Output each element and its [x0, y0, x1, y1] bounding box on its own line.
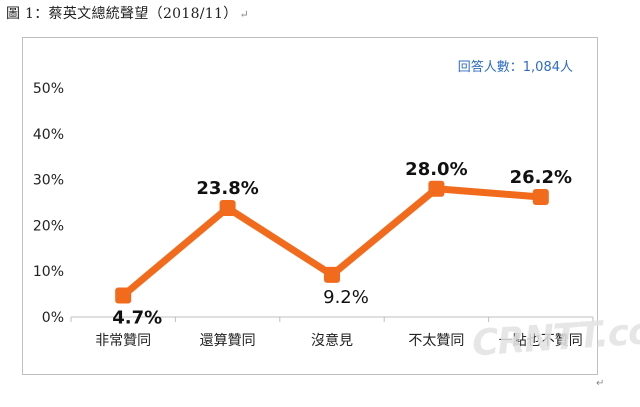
x-category-label: 還算贊同 [200, 333, 256, 349]
data-label: 4.7% [112, 307, 162, 328]
figure-title: 圖 1：蔡英文總統聲望（2018/11） [6, 6, 238, 22]
figure-heading: 圖 1：蔡英文總統聲望（2018/11） ↵ [6, 3, 249, 23]
y-tick-label: 30% [33, 173, 64, 189]
x-category-label: 一點也不贊同 [499, 333, 583, 349]
x-category-label: 沒意見 [311, 332, 353, 349]
paragraph-end-mark: ↵ [596, 378, 605, 389]
data-label: 9.2% [323, 287, 369, 308]
y-tick-label: 50% [33, 81, 64, 97]
data-label: 28.0% [405, 159, 467, 180]
x-category-label: 不太贊同 [408, 333, 464, 349]
data-point-marker [532, 189, 549, 206]
data-point-marker [219, 199, 236, 216]
data-label: 26.2% [510, 167, 572, 188]
y-tick-label: 0% [42, 310, 64, 326]
data-point-marker [115, 287, 132, 304]
data-label: 23.8% [196, 178, 258, 199]
paragraph-mark: ↵ [239, 8, 250, 21]
y-tick-label: 10% [33, 264, 64, 280]
respondent-count: 回答人數：1,084人 [457, 60, 573, 75]
y-tick-label: 20% [33, 218, 64, 234]
x-category-label: 非常贊同 [95, 333, 151, 349]
y-tick-label: 40% [33, 127, 64, 143]
data-point-marker [428, 180, 445, 197]
data-point-marker [324, 266, 340, 283]
chart-frame: 回答人數：1,084人 [22, 37, 598, 375]
